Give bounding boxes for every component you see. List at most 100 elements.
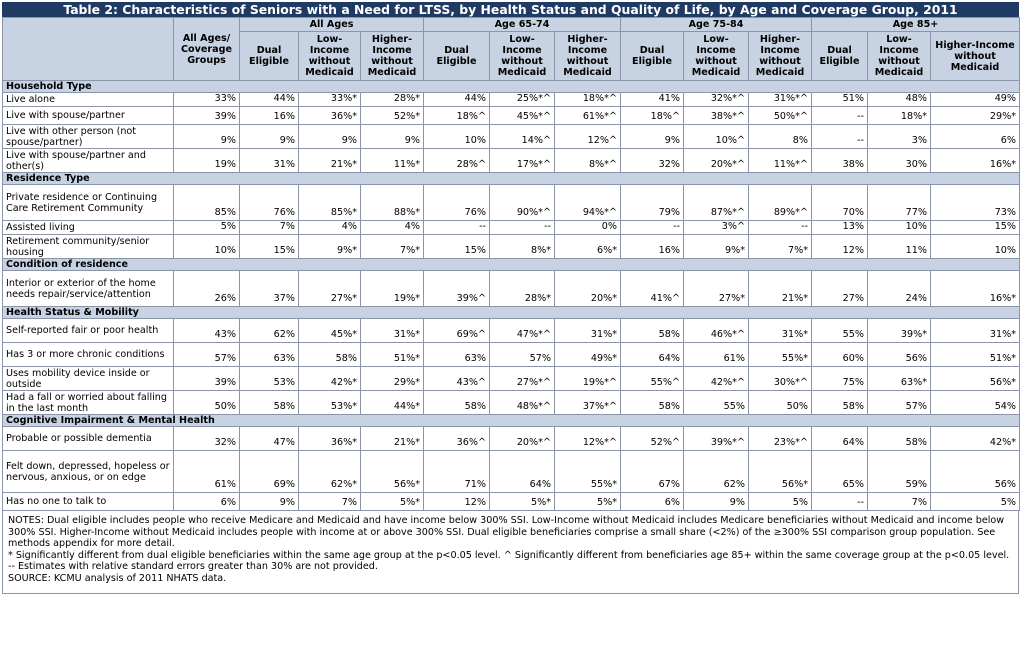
table-cell: 30%*^ [748, 366, 812, 391]
table-cell: 6% [173, 492, 240, 511]
table-cell: 18%^ [620, 106, 684, 125]
table-cell: 6% [620, 492, 684, 511]
table-cell: 30% [867, 148, 931, 173]
table-cell: 5% [173, 220, 240, 235]
table-cell: 64% [489, 450, 555, 493]
table-cell: 55%* [748, 342, 812, 367]
table-cell: 51%* [360, 342, 424, 367]
row-label: Live with spouse/partner and other(s) [2, 148, 174, 173]
table-cell: 36%* [298, 426, 361, 451]
table-row: Uses mobility device inside or outside 39… [2, 366, 1021, 391]
table-cell: 49% [929, 92, 1021, 107]
table-cell: 29%* [360, 366, 424, 391]
table-cell: 56%* [748, 450, 812, 493]
source-text: SOURCE: KCMU analysis of 2011 NHATS data… [8, 572, 227, 584]
section-header-row: Health Status & Mobility [1, 306, 1021, 319]
table-cell: -- [489, 220, 555, 235]
table-cell: 71% [423, 450, 490, 493]
table-cell: 48% [867, 92, 931, 107]
table-cell: 18%* [867, 106, 931, 125]
table-cell: 16%* [929, 148, 1021, 173]
table-cell: 45%*^ [489, 106, 555, 125]
table-cell: 13% [811, 220, 868, 235]
row-label: Interior or exterior of the home needs r… [2, 270, 174, 307]
table-cell: 36%^ [423, 426, 490, 451]
table-cell: 55% [811, 318, 868, 343]
section-title: Health Status & Mobility [1, 306, 1021, 319]
table-cell: 39%*^ [683, 426, 749, 451]
table-cell: 85%* [298, 184, 361, 221]
section-header-row: Residence Type [1, 172, 1021, 185]
table-row: Has 3 or more chronic conditions 57% 63% 58… [2, 342, 1021, 367]
table-cell: 62% [239, 318, 299, 343]
table-cell: 63%* [867, 366, 931, 391]
table-cell: 21%* [298, 148, 361, 173]
table-cell: 6% [929, 124, 1021, 149]
table-cell: 38% [811, 148, 868, 173]
header-group: Age 85+ [810, 17, 1021, 32]
table-cell: 58% [620, 318, 684, 343]
table-cell: 10% [867, 220, 931, 235]
table-cell: 58% [620, 390, 684, 415]
table-row: Live with other person (not spouse/partn… [2, 124, 1021, 149]
table-cell: 9% [298, 124, 361, 149]
table-cell: 16% [620, 234, 684, 259]
table-cell: 10% [423, 124, 490, 149]
table-cell: 41%^ [620, 270, 684, 307]
header-subcolumn-row: Dual Eligible Low-Income without Medicaid… [3, 31, 1021, 81]
table-cell: 89%*^ [748, 184, 812, 221]
table-cell: 15% [423, 234, 490, 259]
notes-text: NOTES: Dual eligible includes people who… [8, 515, 1005, 550]
header-subcolumn: Higher-Income without Medicaid [360, 31, 424, 81]
table-cell: 12%*^ [554, 426, 621, 451]
table-cell: 52%* [360, 106, 424, 125]
table-cell: 57% [867, 390, 931, 415]
table-cell: 12%^ [554, 124, 621, 149]
table-cell: 39% [173, 106, 240, 125]
table-cell: 9%* [298, 234, 361, 259]
table-cell: 11%* [360, 148, 424, 173]
table-cell: 63% [423, 342, 490, 367]
table-cell: -- [811, 492, 868, 511]
table-cell: 64% [620, 342, 684, 367]
table-cell: 50%*^ [748, 106, 812, 125]
row-label: Had a fall or worried about falling in t… [2, 390, 174, 415]
table-row: Had a fall or worried about falling in t… [2, 390, 1021, 415]
table-cell: 15% [239, 234, 299, 259]
table-cell: 39%^ [423, 270, 490, 307]
table-cell: 5%* [489, 492, 555, 511]
table-row: Felt down, depressed, hopeless or nervou… [2, 450, 1021, 493]
table-cell: 42%* [929, 426, 1021, 451]
table-cell: 32%*^ [683, 92, 749, 107]
table-cell: 23%*^ [748, 426, 812, 451]
section-title: Cognitive Impairment & Mental Health [1, 414, 1021, 427]
table-cell: 44% [423, 92, 490, 107]
table-cell: 44% [239, 92, 299, 107]
table-cell: 17%*^ [489, 148, 555, 173]
table-cell: -- [620, 220, 684, 235]
table-cell: 33%* [298, 92, 361, 107]
section-title: Condition of residence [1, 258, 1021, 271]
table-row: Probable or possible dementia 32% 47% 36%* 2… [2, 426, 1021, 451]
table-cell: -- [423, 220, 490, 235]
table-cell: 39% [173, 366, 240, 391]
header-subcolumn: Low-Income without Medicaid [867, 31, 931, 81]
table-row: Live with spouse/partner 39% 16% 36%* 52%* 18… [2, 106, 1021, 125]
table-cell: 31%* [360, 318, 424, 343]
table-cell: 76% [423, 184, 490, 221]
table-cell: 16% [239, 106, 299, 125]
table-cell: 76% [239, 184, 299, 221]
table-cell: 18%*^ [554, 92, 621, 107]
table-cell: 61% [683, 342, 749, 367]
table-cell: 58% [811, 390, 868, 415]
table-cell: 12% [811, 234, 868, 259]
table-cell: 9% [620, 124, 684, 149]
table-cell: 31%* [748, 318, 812, 343]
header-subcolumn: Dual Eligible [811, 31, 868, 81]
section-header-row: Household Type [1, 80, 1021, 93]
table-cell: 55%* [554, 450, 621, 493]
table-cell: 59% [867, 450, 931, 493]
table-cell: 28%* [360, 92, 424, 107]
table-cell: -- [811, 106, 868, 125]
table-cell: 7% [867, 492, 931, 511]
